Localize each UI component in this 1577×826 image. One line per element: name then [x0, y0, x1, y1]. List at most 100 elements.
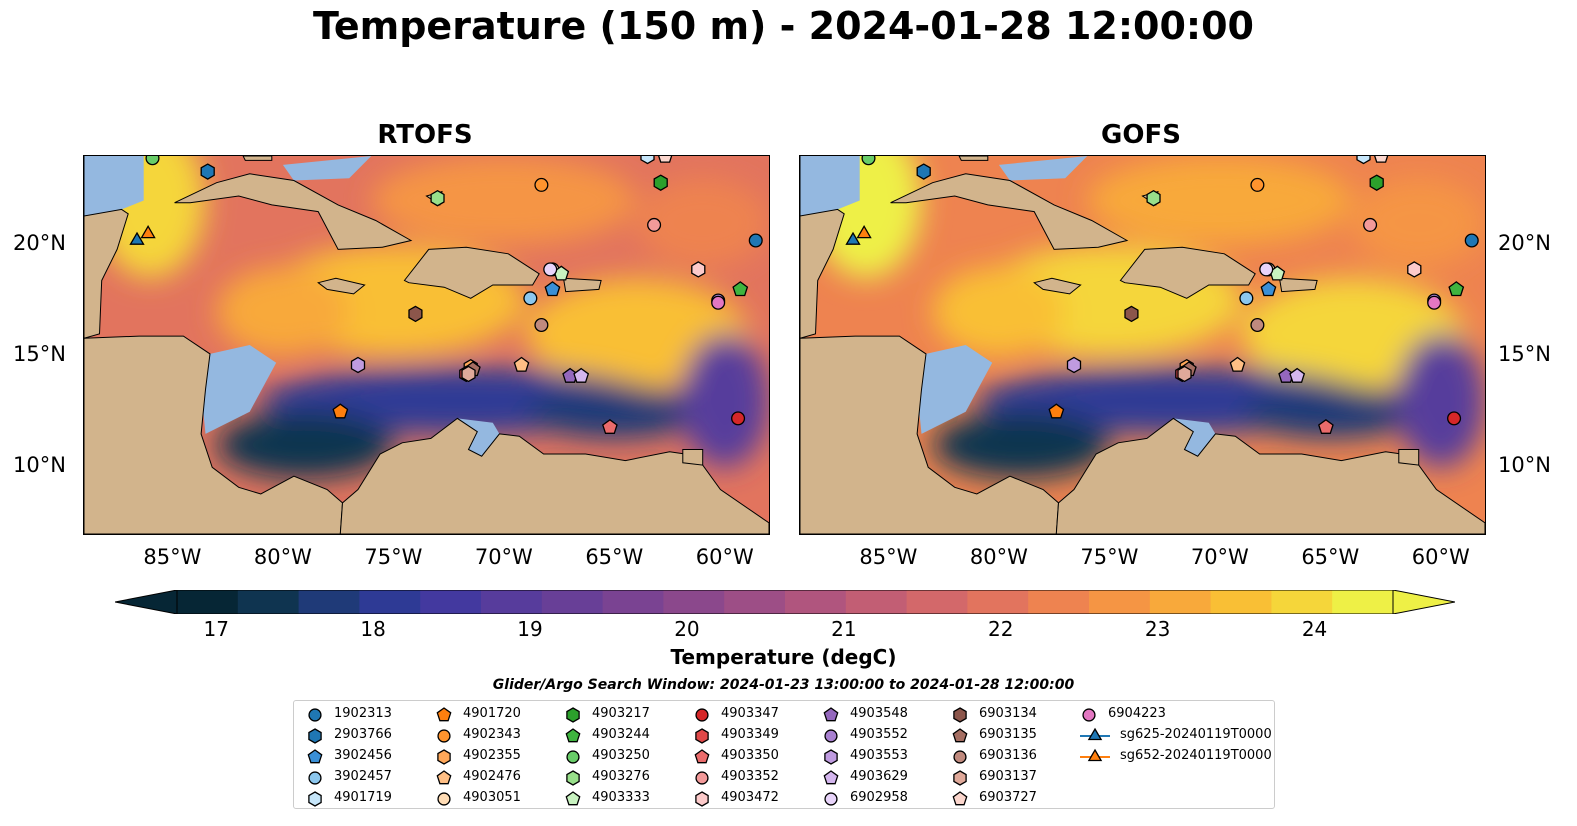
legend-marker-sg652-20240119T0000 [1087, 748, 1103, 761]
shelf-mosquito-bank [201, 345, 277, 434]
marker-6903137 [461, 365, 476, 383]
map-panel-rtofs[interactable] [83, 155, 770, 535]
legend-marker-4901720 [436, 706, 452, 721]
marker-6903134 [1124, 305, 1139, 323]
land-jamaica [317, 277, 366, 295]
legend-label: 4902343 [463, 727, 521, 742]
colorbar-segment [845, 590, 908, 614]
legend-item: 4903552 [822, 724, 908, 745]
xtick-label: 75°W [1080, 545, 1139, 569]
legend-label: 4903350 [721, 748, 779, 763]
ytick-label: 15°N [13, 342, 66, 367]
legend-label: 4903333 [592, 790, 650, 805]
legend-item: 6903136 [951, 745, 1037, 766]
xtick-label: 60°W [1411, 545, 1470, 569]
legend-marker-4903629 [823, 769, 839, 784]
legend-marker [824, 728, 838, 743]
colorbar-tick-label: 22 [988, 617, 1014, 641]
marker-6902958 [543, 262, 558, 277]
legend-label: 4901720 [463, 706, 521, 721]
legend-item: 1902313 [306, 703, 392, 724]
legend-item: 4903629 [822, 766, 908, 787]
marker-4903352 [1363, 217, 1378, 232]
marker-2903766 [200, 163, 215, 180]
marker-4901719 [640, 156, 655, 165]
legend-marker [437, 728, 451, 743]
legend-label: sg625-20240119T0000 [1120, 727, 1272, 742]
legend-marker [695, 790, 709, 807]
legend-marker-4903350 [694, 748, 710, 763]
marker-4902476 [1229, 356, 1246, 372]
figure-title: Temperature (150 m) - 2024-01-28 12:00:0… [312, 4, 1254, 48]
marker-4903350 [602, 418, 618, 434]
temperature-blob [371, 156, 637, 245]
legend-item: 6904223 [1080, 703, 1166, 724]
legend-marker [565, 790, 581, 805]
map-canvas-gofs [800, 156, 1485, 534]
colorbar-label: Temperature (degC) [670, 645, 897, 669]
legend-item: 4903347 [693, 703, 779, 724]
ytick-label: 15°N [1498, 342, 1551, 367]
shelf-yucatan [84, 156, 144, 216]
land-central-america [84, 156, 129, 534]
legend-marker-4903349 [695, 727, 709, 744]
colorbar-segment [906, 590, 968, 614]
shelf-yucatan [800, 156, 860, 216]
legend-marker-4903552 [824, 728, 838, 743]
colorbar-max-extend [1392, 590, 1455, 614]
legend-label: 3902457 [334, 769, 392, 784]
legend-item: 4903276 [564, 766, 650, 787]
legend-label: 4903217 [592, 706, 650, 721]
colorbar-tick-label: 21 [831, 617, 857, 641]
colorbar [115, 590, 1455, 614]
temperature-blob [1396, 333, 1485, 468]
temperature-blob [636, 178, 769, 268]
legend-marker [953, 769, 967, 786]
legend-marker-6903136 [953, 749, 967, 764]
legend-marker-4903217 [566, 706, 580, 723]
legend-marker [308, 707, 322, 722]
marker-sg652-20240119T0000 [856, 224, 872, 239]
legend-label: 4903276 [592, 769, 650, 784]
map-canvas-rtofs [84, 156, 769, 534]
legend-marker-4902343 [437, 728, 451, 743]
colorbar-segment [541, 590, 604, 614]
legend-marker [437, 748, 451, 765]
land-south-america [1055, 417, 1485, 534]
legend-item: 4903244 [564, 724, 650, 745]
legend-marker [308, 727, 322, 744]
legend-marker [308, 790, 322, 807]
legend-item: 4901719 [306, 787, 392, 808]
marker-6903727 [658, 156, 673, 163]
legend-marker [437, 791, 451, 806]
legend-marker [1080, 748, 1110, 761]
temperature-blob [1352, 178, 1485, 268]
marker-4903629 [573, 367, 590, 383]
legend-item: 3902456 [306, 745, 392, 766]
marker-4903472 [691, 261, 706, 278]
legend-marker [823, 769, 839, 784]
legend-item: 2903766 [306, 724, 392, 745]
legend-marker [953, 706, 967, 723]
map-panel-gofs[interactable] [799, 155, 1486, 535]
legend-item: 4903333 [564, 787, 650, 808]
land-jamaica [1033, 277, 1082, 295]
land-puerto-rico [562, 277, 602, 293]
marker-3902457 [523, 291, 538, 306]
colorbar-segment [420, 590, 482, 614]
xtick-label: 75°W [364, 545, 423, 569]
legend-marker [952, 727, 968, 742]
legend-marker [1080, 727, 1110, 740]
legend-item: 4902355 [435, 745, 521, 766]
legend-item: 3902457 [306, 766, 392, 787]
legend-marker [566, 769, 580, 786]
marker-4903553 [350, 356, 366, 374]
colorbar-segment [298, 590, 360, 614]
marker-4903250 [861, 156, 876, 166]
xtick-label: 65°W [585, 545, 644, 569]
land-trinidad [1398, 449, 1420, 466]
legend-label: 4903244 [592, 727, 650, 742]
marker-6903134 [408, 305, 423, 323]
temperature-blob [680, 333, 769, 468]
legend-label: 4903553 [850, 748, 908, 763]
